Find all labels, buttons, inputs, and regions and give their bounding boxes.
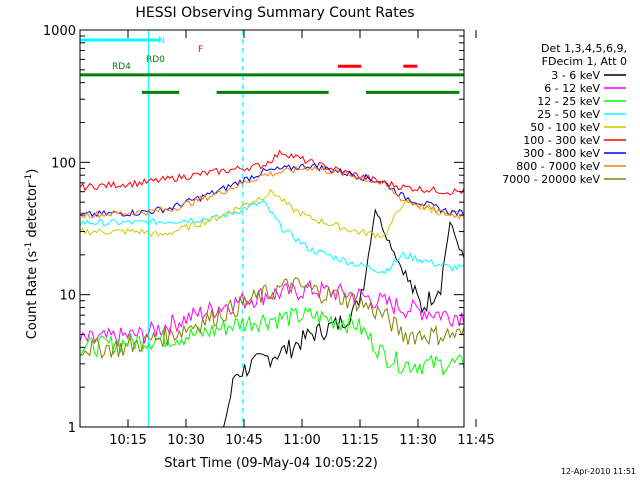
annotation-n: N [158, 36, 165, 46]
x-tick-label-2: 10:30 [167, 433, 204, 448]
series-line-3 [79, 306, 465, 376]
plot-area [147, 30, 244, 427]
series-line-2 [79, 280, 465, 347]
series-line-7 [80, 163, 465, 218]
axes: 10:15 10:30 10:45 11:00 11:15 11:30 11:45 1 10 10… [43, 24, 495, 448]
legend-header-line-1: Det 1,3,4,5,6,9, [541, 42, 627, 55]
x-tick-label-6: 11:30 [399, 433, 436, 448]
legend-label-3: 12 - 25 keV [537, 95, 600, 108]
series-line-8 [79, 165, 465, 220]
x-tick-label-4: 11:00 [283, 433, 320, 448]
x-tick-label-3: 10:45 [225, 433, 262, 448]
x-tick-label-5: 11:15 [341, 433, 378, 448]
legend-label-8: 800 - 7000 keV [516, 160, 600, 173]
y-tick-label-4: 1000 [43, 24, 76, 39]
series-line-6 [79, 149, 465, 196]
series-line-5 [80, 188, 465, 239]
annotation-rd0: RD0 [146, 55, 165, 65]
annotation-rd4: RD4 [112, 62, 131, 72]
flag-bars: N F RD0 RD4 [80, 36, 464, 94]
legend-label-1: 3 - 6 keV [551, 69, 600, 82]
legend-label-7: 300 - 800 keV [523, 147, 600, 160]
legend-label-9: 7000 - 20000 keV [502, 173, 600, 186]
legend-label-5: 50 - 100 keV [530, 121, 600, 134]
legend: Det 1,3,4,5,6,9, FDecim 1, Att 0 3 - 6 k… [502, 42, 627, 186]
series-line-4 [79, 199, 465, 274]
y-axis-label: Count Rate (s-1 detector-1) [24, 169, 40, 340]
legend-label-6: 100 - 300 keV [523, 134, 600, 147]
y-tick-label-2: 10 [59, 289, 76, 304]
legend-header-line-2: FDecim 1, Att 0 [542, 55, 627, 68]
footer-timestamp: 12-Apr-2010 11:51 [561, 467, 636, 476]
legend-label-4: 25 - 50 keV [537, 108, 600, 121]
plot-frame [79, 29, 465, 428]
x-tick-label-7: 11:45 [457, 433, 494, 448]
legend-label-2: 6 - 12 keV [544, 82, 600, 95]
chart-title: HESSI Observing Summary Count Rates [135, 5, 414, 21]
series-line-9 [80, 277, 465, 359]
x-tick-label-1: 10:15 [109, 433, 146, 448]
annotation-f: F [198, 45, 203, 55]
x-axis-label: Start Time (09-May-04 10:05:22) [164, 456, 378, 471]
y-tick-label-1: 1 [68, 421, 76, 436]
y-tick-label-3: 100 [51, 156, 76, 171]
